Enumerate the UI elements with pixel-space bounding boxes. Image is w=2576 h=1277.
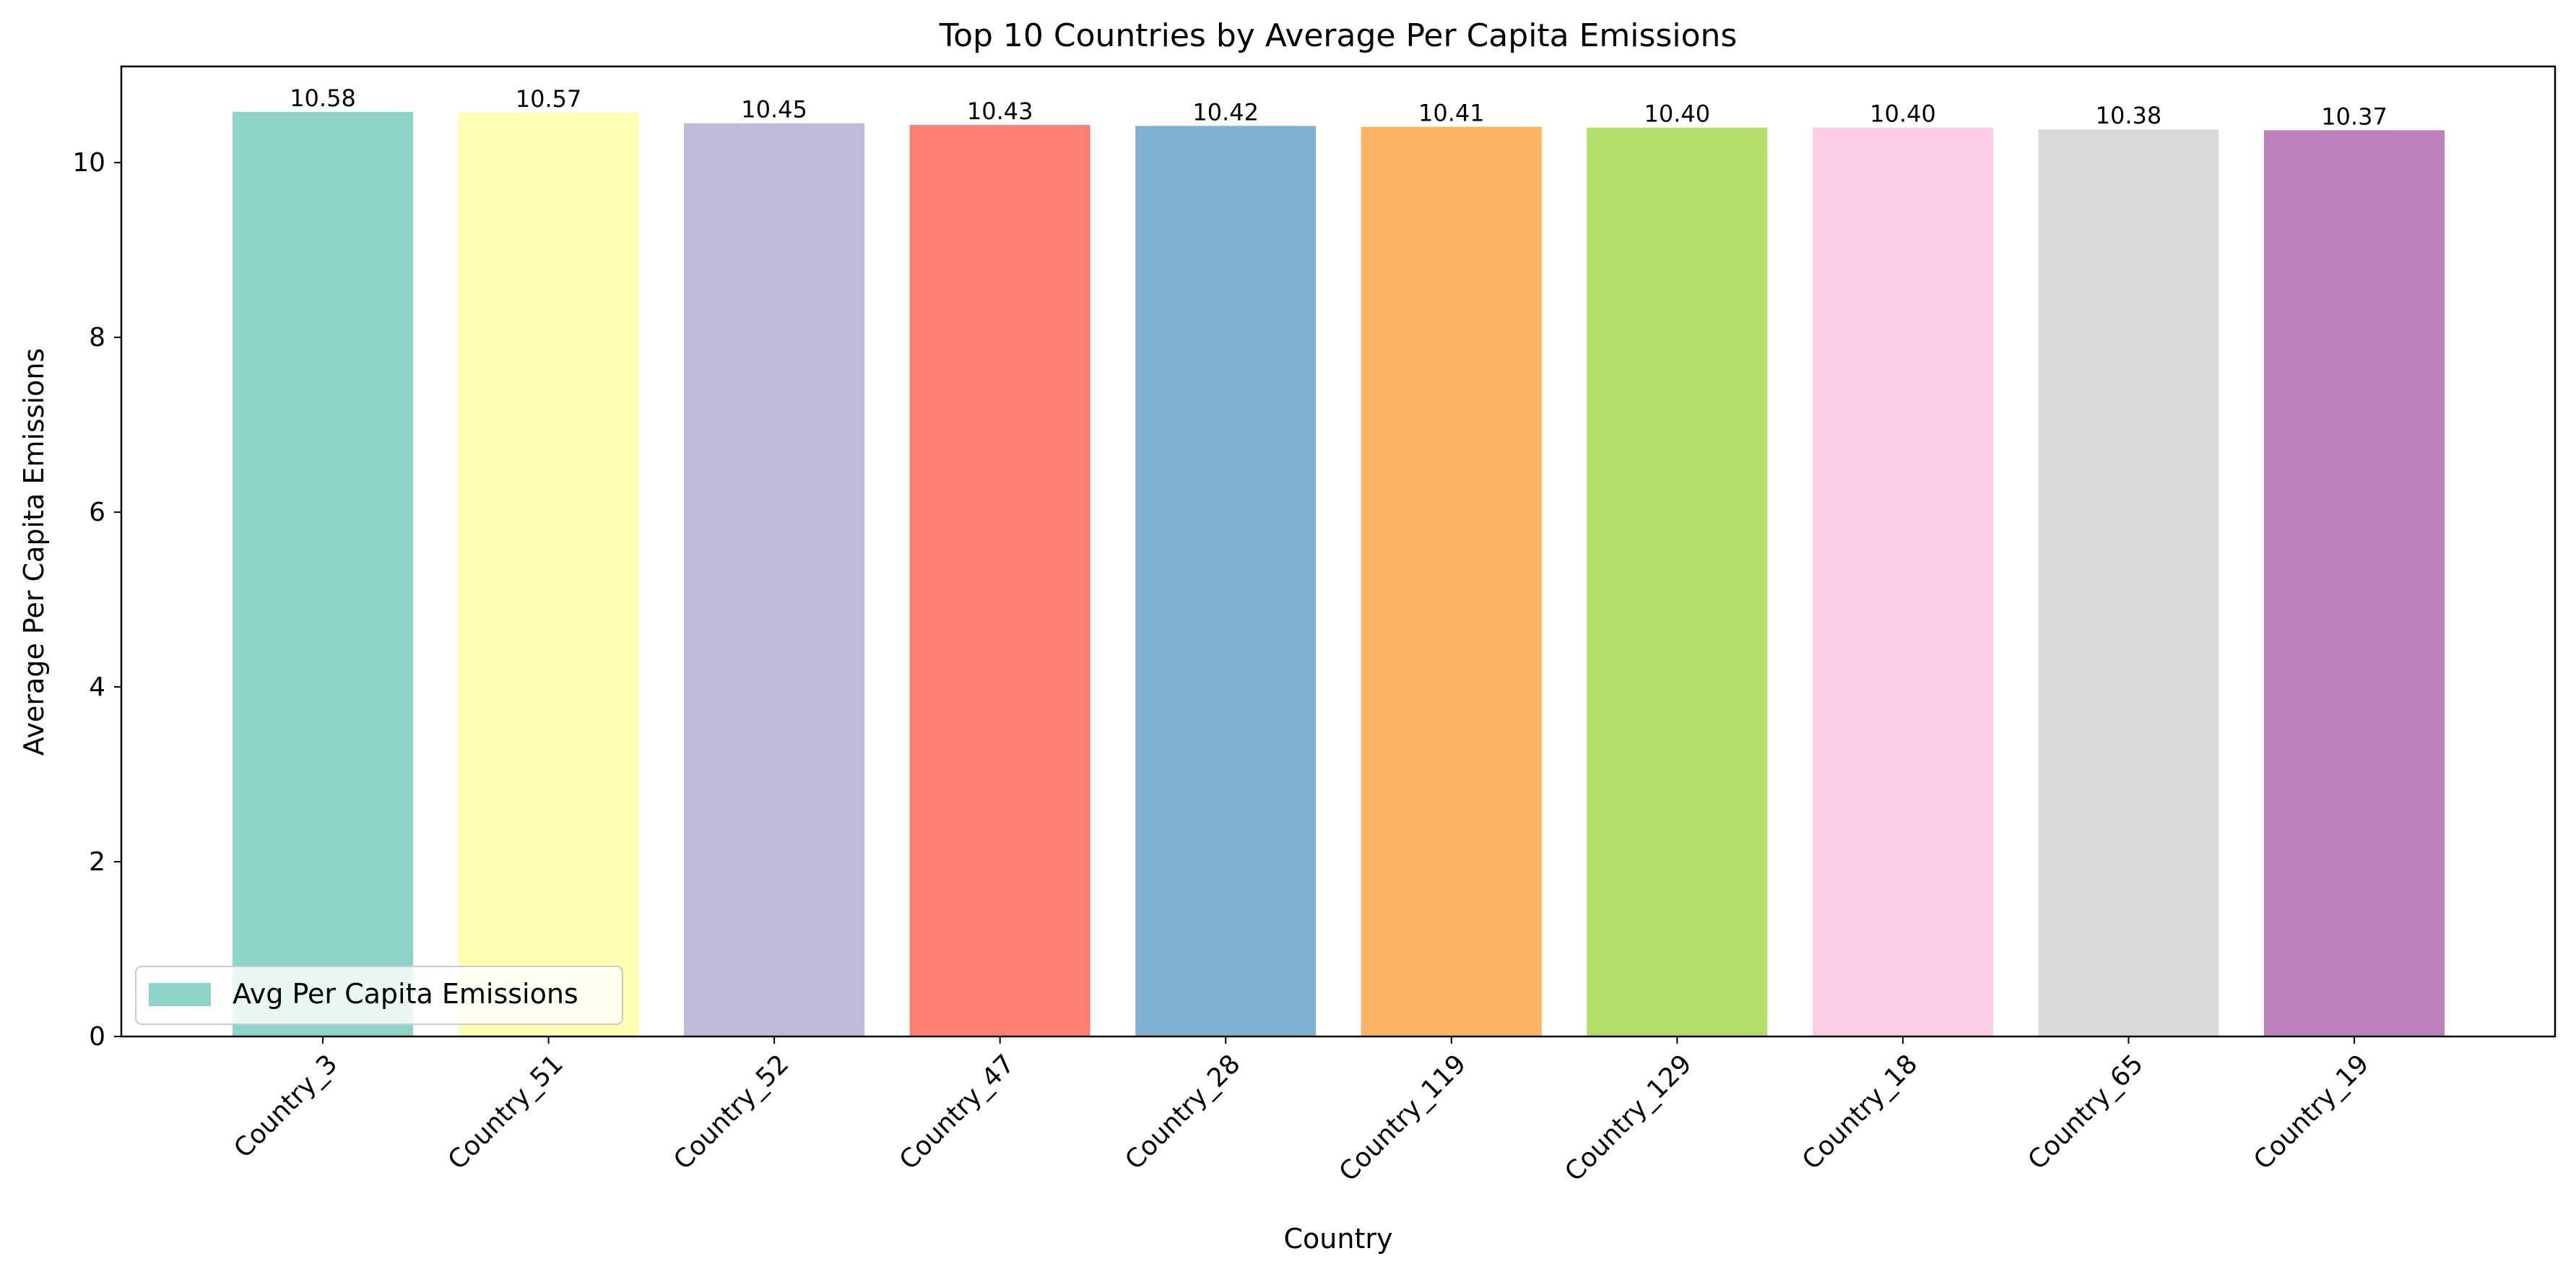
- y-tick-label: 0: [89, 1022, 105, 1052]
- bar-value-label: 10.57: [516, 85, 582, 113]
- bar-value-label: 10.58: [290, 85, 356, 112]
- bar-value-label: 10.45: [741, 96, 807, 124]
- bar-country-52: [684, 123, 865, 1037]
- bar-value-label: 10.40: [1644, 100, 1710, 128]
- bar-country-129: [1587, 127, 1768, 1037]
- chart-title: Top 10 Countries by Average Per Capita E…: [939, 17, 1738, 54]
- legend-entry-label: Avg Per Capita Emissions: [233, 978, 578, 1010]
- bar-country-51: [458, 113, 639, 1037]
- y-tick-label: 8: [89, 323, 105, 352]
- x-axis-label: Country: [1284, 1223, 1393, 1255]
- bar-value-label: 10.43: [967, 98, 1033, 125]
- bar-value-label: 10.40: [1870, 100, 1936, 128]
- legend-box: [135, 966, 623, 1025]
- y-tick-label: 4: [89, 672, 105, 702]
- y-axis: 0 2 4 6 8 10: [72, 148, 121, 1052]
- bar-country-119: [1361, 126, 1542, 1036]
- bar-country-3: [233, 111, 413, 1036]
- bar-value-label: 10.42: [1192, 98, 1259, 126]
- bar-country-65: [2038, 129, 2219, 1037]
- bar-value-labels: 10.58 10.57 10.45 10.43 10.42 10.41 10.40 10.40…: [290, 85, 2388, 130]
- bar-value-label: 10.37: [2321, 103, 2388, 130]
- bar-country-28: [1135, 126, 1317, 1036]
- bar-country-19: [2264, 130, 2445, 1036]
- y-tick-label: 10: [72, 148, 105, 178]
- bar-country-47: [909, 125, 1090, 1037]
- bar-value-label: 10.41: [1418, 100, 1485, 127]
- plot-area-frame: [120, 65, 2557, 1038]
- y-tick-label: 2: [89, 847, 105, 877]
- bar-country-18: [1812, 127, 1993, 1037]
- bar-value-label: 10.38: [2096, 102, 2162, 129]
- bars-group: [233, 111, 2445, 1037]
- legend: Avg Per Capita Emissions: [135, 966, 623, 1025]
- y-tick-label: 6: [89, 498, 105, 527]
- y-axis-label: Average Per Capita Emissions: [18, 348, 50, 756]
- legend-swatch: [149, 983, 211, 1006]
